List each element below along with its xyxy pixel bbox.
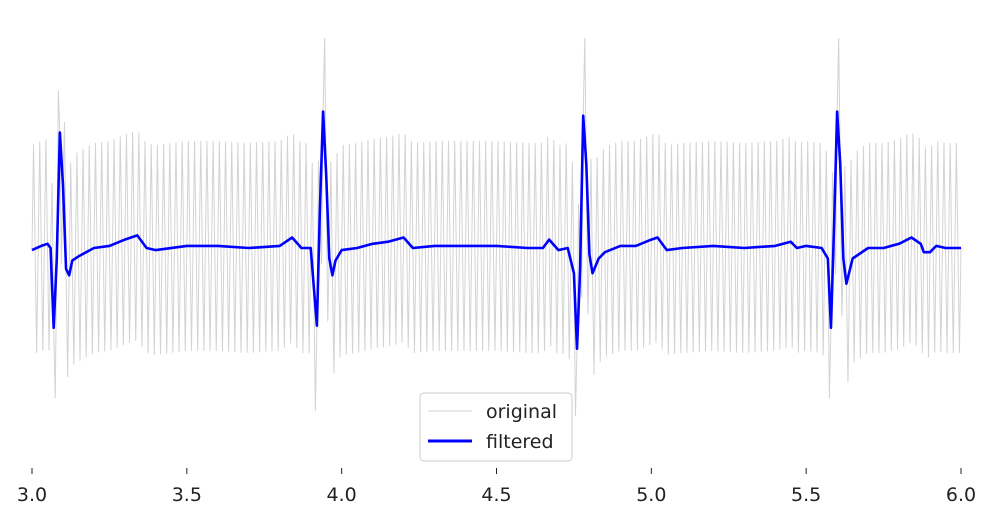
filtered-series bbox=[31, 110, 961, 351]
x-tick-label: 4.5 bbox=[481, 484, 511, 506]
x-tick-label: 4.0 bbox=[327, 484, 357, 506]
legend-original-label: original bbox=[486, 401, 557, 423]
legend: original filtered bbox=[419, 392, 573, 462]
legend-box bbox=[419, 392, 573, 462]
x-tick-label: 3.5 bbox=[172, 484, 202, 506]
x-tick-label: 5.5 bbox=[791, 484, 821, 506]
original-line bbox=[31, 37, 962, 417]
original-series bbox=[31, 37, 962, 417]
x-tick-label: 3.0 bbox=[17, 484, 47, 506]
filtered-line bbox=[31, 110, 961, 351]
x-tick-label: 5.0 bbox=[636, 484, 666, 506]
x-tick-label: 6.0 bbox=[946, 484, 976, 506]
legend-filtered-label: filtered bbox=[486, 431, 554, 453]
x-axis: 3.0 3.5 4.0 4.5 5.0 5.5 6.0 bbox=[17, 468, 976, 506]
